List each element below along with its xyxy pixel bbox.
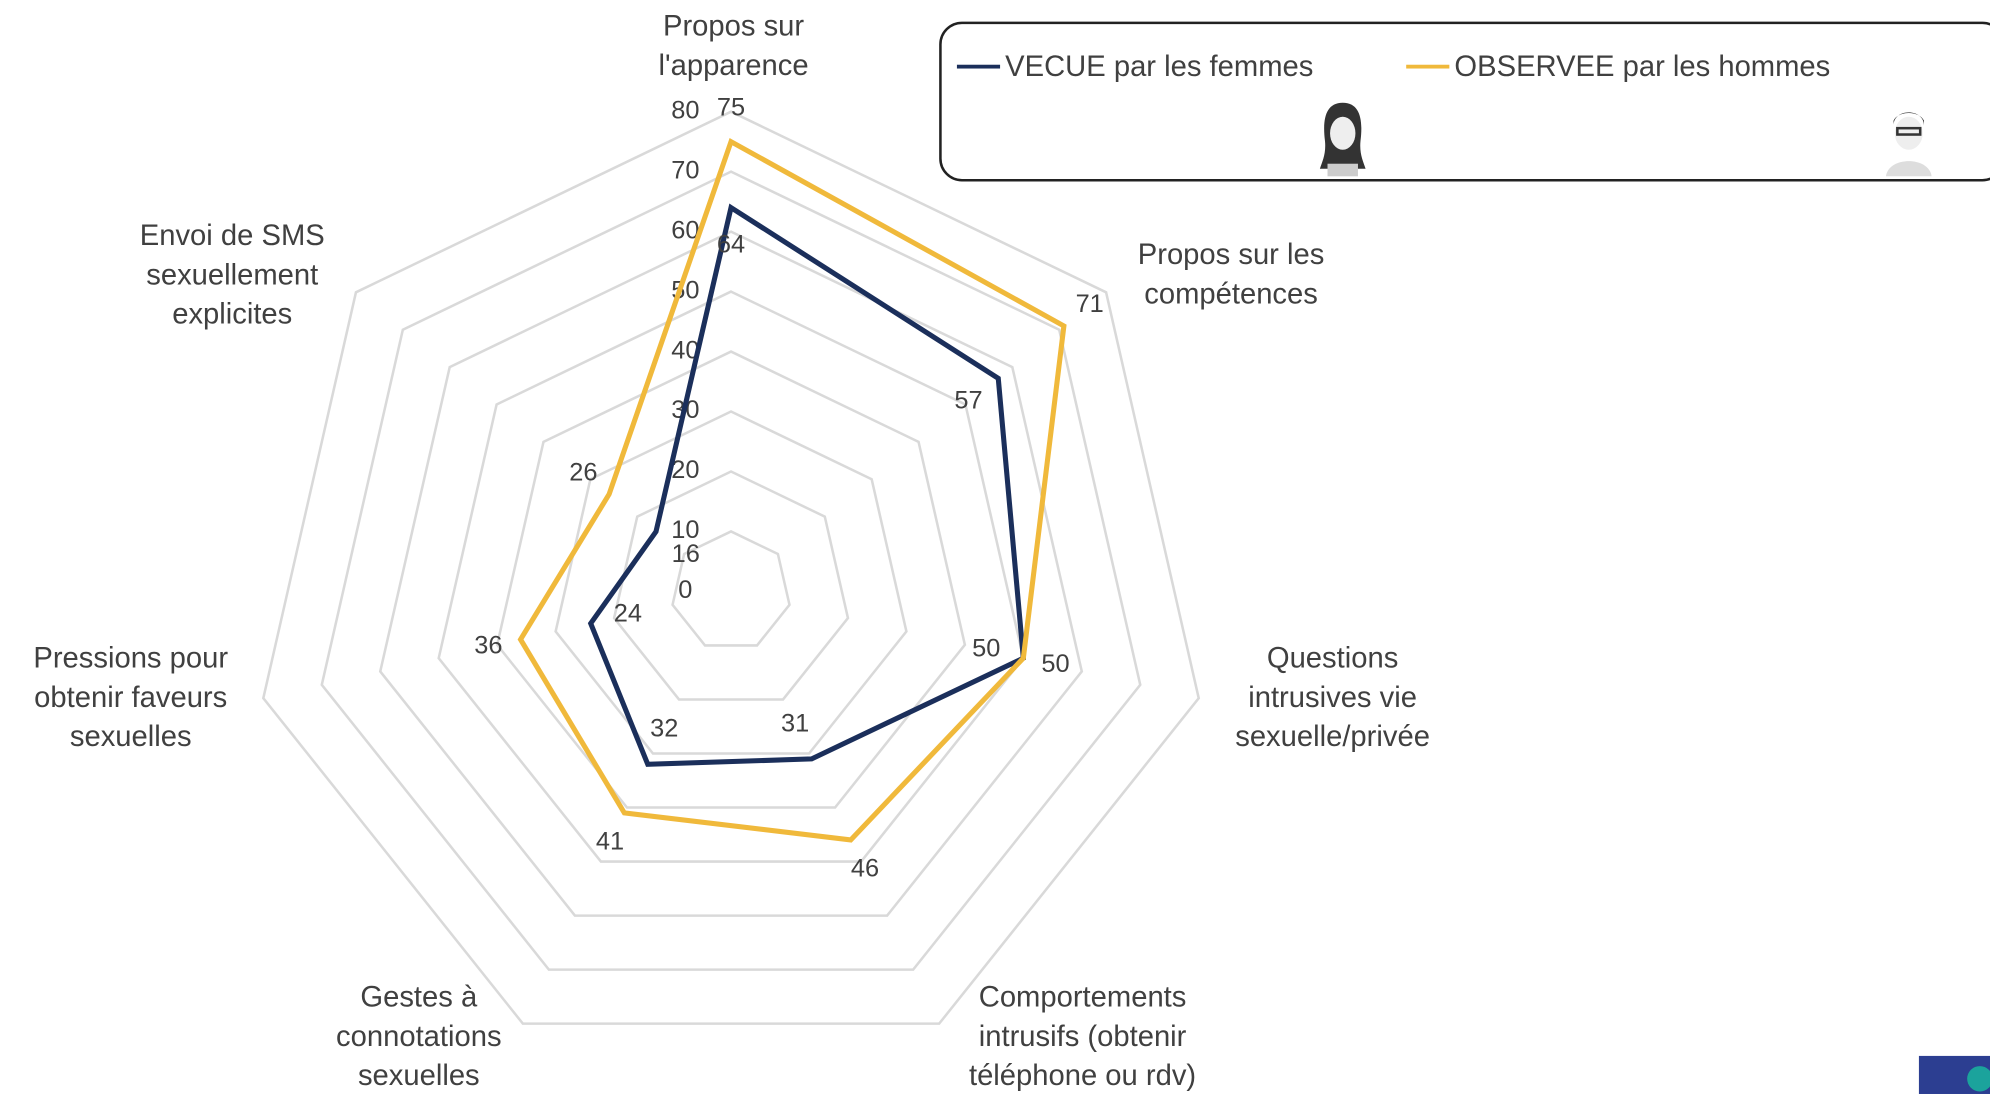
category-label: Propos sur les compétences [1117, 235, 1345, 314]
data-label: 71 [1076, 290, 1104, 318]
data-label: 32 [650, 715, 678, 743]
data-label: 50 [1041, 650, 1069, 678]
legend-swatch [1406, 65, 1449, 69]
data-label: 16 [672, 540, 700, 568]
grid-ring [556, 412, 907, 754]
data-label: 75 [717, 93, 745, 121]
data-label: 24 [614, 600, 642, 628]
grid-ring [614, 471, 848, 699]
data-label: 46 [851, 854, 879, 882]
category-label: Envoi de SMS sexuellement explicites [131, 216, 334, 334]
data-label: 26 [569, 458, 597, 486]
legend-label: OBSERVEE par les hommes [1454, 49, 1830, 83]
data-label: 41 [596, 827, 624, 855]
series-line [591, 208, 1024, 765]
category-label: Gestes à connotations sexuelles [317, 977, 520, 1095]
legend-label: VECUE par les femmes [1005, 49, 1313, 83]
r-tick-label: 70 [671, 156, 699, 184]
data-label: 50 [972, 634, 1000, 662]
grid-ring [439, 292, 1024, 862]
category-label: Comportements intrusifs (obtenir télépho… [946, 977, 1219, 1095]
data-label: 64 [717, 230, 745, 258]
legend: VECUE par les femmes OBSERVEE par les ho… [939, 22, 1990, 182]
r-tick-label: 80 [671, 96, 699, 124]
legend-entry: OBSERVEE par les hommes [1406, 49, 1830, 83]
legend-entry: VECUE par les femmes [957, 49, 1313, 83]
data-label: 36 [474, 631, 502, 659]
legend-swatch [957, 65, 1000, 69]
r-tick-label: 0 [678, 576, 692, 604]
logo [1919, 1056, 1990, 1094]
woman-icon [1315, 98, 1371, 177]
stage: 0102030405060708064575031322416757150464… [0, 0, 1990, 1094]
man-icon [1881, 98, 1937, 177]
page: 0102030405060708064575031322416757150464… [0, 0, 1990, 1094]
category-label: Propos sur l'apparence [638, 6, 828, 85]
r-tick-label: 20 [671, 456, 699, 484]
grid-ring [380, 232, 1082, 916]
data-label: 57 [954, 387, 982, 415]
data-label: 31 [781, 709, 809, 737]
category-label: Pressions pour obtenir faveurs sexuelles [10, 638, 251, 756]
category-label: Questions intrusives vie sexuelle/privée [1212, 638, 1453, 756]
